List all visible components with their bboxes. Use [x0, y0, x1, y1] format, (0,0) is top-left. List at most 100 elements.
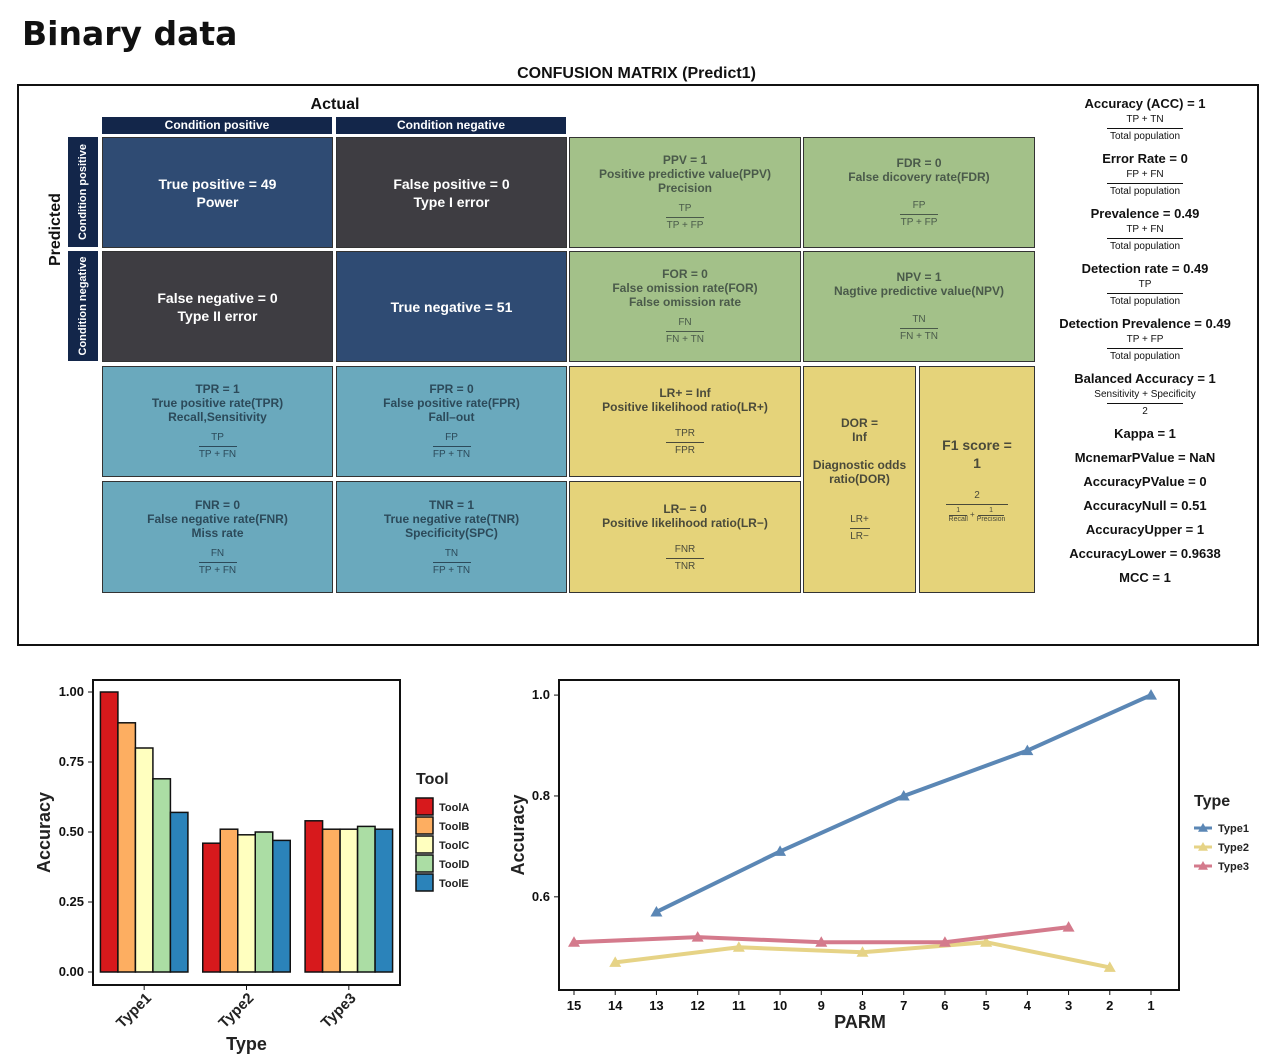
f1-recall-den: Recall — [948, 515, 968, 523]
lrn-den: TNR — [674, 560, 696, 572]
legend-label: Type3 — [1218, 861, 1249, 873]
fnr-den: TP + FN — [198, 564, 237, 576]
lrn-line2: Positive likelihood ratio(LR−) — [602, 515, 768, 530]
metric-formula: TP + FN Total population — [1040, 224, 1250, 253]
bar — [99, 691, 119, 973]
legend-label: ToolC — [439, 840, 469, 852]
fnr-formula: FN TP + FN — [198, 548, 237, 577]
bar — [117, 722, 137, 973]
row-header-negative: Condition negative — [68, 251, 98, 361]
dor-line4: ratio(DOR) — [829, 472, 890, 486]
data-point — [568, 936, 580, 947]
bar — [272, 839, 291, 973]
f1-num: 2 — [974, 489, 980, 501]
legend-label: ToolB — [439, 821, 469, 833]
metric-label: AccuracyLower = 0.9638 — [1069, 546, 1221, 561]
dor-den: LR− — [850, 531, 869, 542]
dor-line3: Diagnostic odds — [812, 458, 907, 472]
metric-formula: FP + FN Total population — [1040, 169, 1250, 198]
fnr-line2: False negative rate(FNR) — [147, 511, 288, 526]
cell-for: FOR = 0 False omission rate(FOR) False o… — [569, 251, 801, 362]
x-tick-label: Type2 — [215, 990, 257, 1032]
confusion-matrix-title: CONFUSION MATRIX (Predict1) — [517, 65, 756, 82]
f1-precision-num: 1 — [989, 506, 993, 514]
confusion-matrix-frame — [17, 84, 1259, 646]
lrp-num: TPR — [675, 428, 695, 439]
y-axis-label: Accuracy — [508, 794, 528, 875]
metric-formula-den: Total population — [1109, 241, 1181, 252]
metric-label: Error Rate = 0 — [1102, 151, 1188, 166]
x-tick-label: 9 — [818, 998, 825, 1013]
tpr-line1: TPR = 1 — [195, 382, 240, 396]
y-tick-label: 1.0 — [532, 687, 550, 702]
y-tick-label: 0.75 — [59, 754, 84, 769]
data-point — [1103, 961, 1116, 972]
metric-formula-den: 2 — [1142, 406, 1148, 417]
legend-label: Type2 — [1218, 842, 1249, 854]
tp-line1: True positive = 49 — [158, 175, 277, 192]
x-tick-label: 8 — [859, 998, 866, 1013]
cell-fpr: FPR = 0 False positive rate(FPR) Fall–ou… — [336, 366, 567, 477]
page-title: Binary data — [22, 14, 238, 53]
row-header-negative-text: Condition negative — [77, 256, 89, 356]
data-point — [1145, 689, 1157, 700]
fdr-formula: FP TP + FP — [900, 200, 938, 229]
x-tick-label: 15 — [567, 998, 581, 1013]
for-line1: FOR = 0 — [662, 267, 708, 281]
y-tick-label: 1.00 — [59, 684, 84, 699]
x-axis-label: Type — [226, 1034, 267, 1054]
metric-label: Prevalence = 0.49 — [1090, 206, 1200, 221]
metric-formula: Sensitivity + Specificity 2 — [1040, 389, 1250, 418]
cell-f1-score: F1 score = 1 2 1 Recall + 1 Precision — [919, 366, 1035, 593]
bar — [169, 811, 189, 973]
y-axis-label: Accuracy — [34, 792, 54, 873]
legend-swatch — [415, 816, 434, 835]
y-tick-label: 0.25 — [59, 894, 84, 909]
data-point — [815, 936, 828, 947]
data-point — [1021, 744, 1034, 756]
fdr-den: TP + FP — [900, 217, 938, 228]
x-tick-label: 12 — [690, 998, 704, 1013]
metric-label: AccuracyUpper = 1 — [1085, 522, 1205, 537]
tpr-den: TP + FN — [198, 449, 237, 460]
for-num: FN — [678, 317, 692, 328]
x-tick-label: 3 — [1065, 998, 1072, 1013]
ppv-den: TP + FP — [666, 220, 704, 231]
for-line2: False omission rate(FOR) — [612, 281, 758, 295]
cell-true-negative: True negative = 51 — [336, 251, 567, 362]
line-chart: 0.6 0.8 1.0 15 14 13 12 11 10 9 8 7 6 5 4 3 2 1 Accuracy PA… — [508, 679, 1249, 1032]
x-tick-label: Type3 — [318, 990, 360, 1032]
fdr-line1: FDR = 0 — [896, 156, 942, 170]
legend-swatch — [415, 854, 434, 873]
bar — [339, 828, 359, 973]
legend-label: ToolD — [439, 859, 469, 871]
npv-num: TN — [912, 314, 926, 325]
x-tick-label: 6 — [941, 998, 948, 1013]
fpr-num: FP — [445, 432, 458, 443]
lrn-formula: FNR TNR — [666, 544, 704, 573]
legend-swatch — [415, 835, 434, 854]
legend-marker — [1198, 861, 1208, 870]
for-line3: False omission rate — [628, 295, 742, 309]
bar — [321, 828, 341, 973]
x-tick-label: 14 — [608, 998, 623, 1013]
x-tick-label: Type1 — [113, 990, 155, 1032]
metric-label: Detection rate = 0.49 — [1081, 261, 1209, 276]
npv-den: FN + TN — [900, 331, 938, 342]
dor-line2: Inf — [852, 430, 867, 444]
tpr-line3: Recall,Sensitivity — [168, 410, 267, 424]
dor-formula: LR+ LR− — [849, 514, 870, 543]
tn-line1: True negative = 51 — [390, 298, 513, 315]
tnr-den: FP + TN — [432, 564, 471, 576]
fp-line1: False positive = 0 — [393, 175, 510, 192]
data-point — [774, 845, 787, 856]
legend-label: ToolE — [439, 878, 469, 890]
fnr-line1: FNR = 0 — [194, 497, 240, 512]
bar — [219, 828, 239, 973]
f1-line1: F1 score = — [942, 436, 1012, 453]
lrp-den: FPR — [675, 445, 695, 456]
cell-npv: NPV = 1 Nagtive predictive value(NPV) TN… — [803, 251, 1035, 362]
x-tick-label: 11 — [732, 998, 746, 1013]
f1-line2: 1 — [973, 454, 981, 471]
